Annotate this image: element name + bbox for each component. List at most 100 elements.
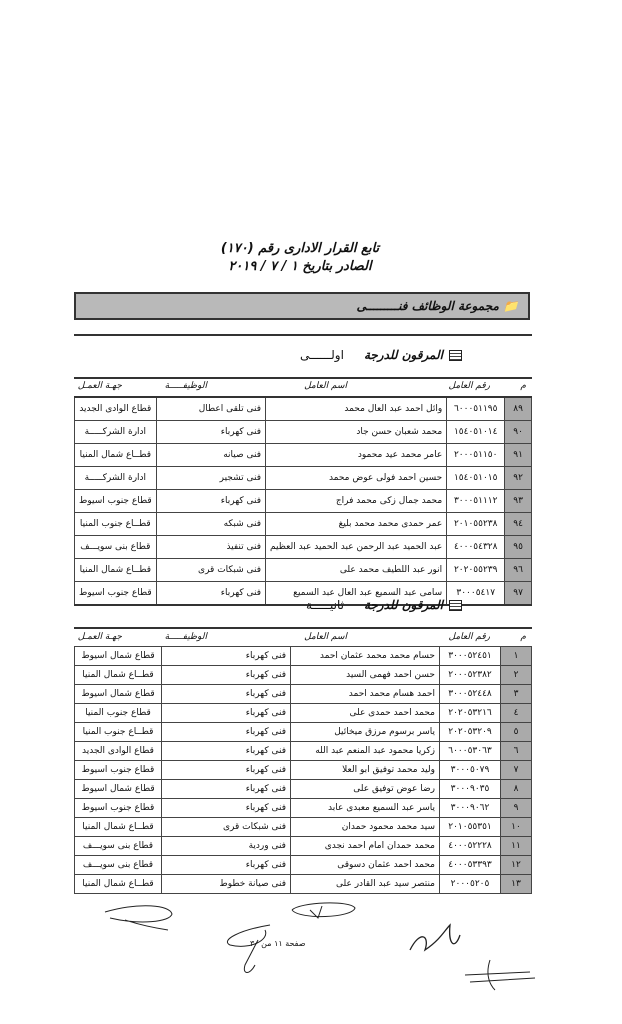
employee-number: ٢٠٠٠٥٢٠٥ [439,874,501,894]
col-dept: جهـة العمـل [77,381,122,391]
table-row: ٩٤ ٢٠١٠٥٥٢٣٨ عمر حمدى محمد محمد بليغ فنى شب… [74,512,532,536]
col-job: الوظيفـــــة [164,381,207,391]
work-location: قطاع جنوب اسيوط [74,581,157,606]
employee-name: عمر حمدى محمد محمد بليغ [265,512,448,536]
table-row: ٤ ٢٠٢٠٥٣٢١٦ محمد احمد حمدى على فنى كهرباء قط… [74,703,532,723]
row-number: ٢ [500,665,532,685]
employee-number: ٢٠٢٠٥٣٢٠٩ [439,722,501,742]
work-location: قطــاع شمال المنيا [74,558,157,582]
table-row: ٩٧ ٣٠٠٠٥٤١٧ سامى عبد السميع عبد العال عبد … [74,581,532,606]
table-row: ٩ ٣٠٠٠٩٠٦٢ ياسر عبد السميع معبدى عابد فنى ك… [74,798,532,818]
employee-name: وائل احمد عبد العال محمد [265,396,448,421]
table-row: ٩١ ٢٠٠٠٥١١٥٠ عامر محمد عيد محمود فنى صيانه ق… [74,443,532,467]
table-row: ١ ٣٠٠٠٥٢٤٥١ حسام محمد محمد عثمان احمد فنى ك… [74,646,532,666]
row-number: ٩ [500,798,532,818]
section-heading-1: المرقون للدرجة اولــــــى [300,348,462,362]
table-row: ١٣ ٢٠٠٠٥٢٠٥ منتصر سيد عبد القادر على فنى صي… [74,874,532,894]
row-number: ٩٢ [504,466,532,490]
row-number: ٩٠ [504,420,532,444]
row-number: ١٣ [500,874,532,894]
table-row: ٦ ٦٠٠٠٥٣٠٦٣ زكريا محمود عبد المنعم عبد الل… [74,741,532,761]
employee-name: منتصر سيد عبد القادر على [290,874,440,894]
section-grade: اولــــــى [300,348,344,362]
row-number: ٩١ [504,443,532,467]
work-location: قطاع شمال اسيوط [74,684,162,704]
document-title: تابع القرار الادارى رقم (١٧٠) الصادر بتا… [200,240,400,276]
divider [74,377,532,379]
employee-number: ١٥٤٠٥١٠١٤ [446,420,506,444]
divider [74,334,532,336]
table-row: ٩٢ ١٥٤٠٥١٠١٥ حسين احمد فولى عوض محمد فنى تش… [74,466,532,490]
row-number: ٥ [500,722,532,742]
section-heading-2: المرقون للدرجة ثانيـــــة [306,598,462,612]
row-number: ١ [500,646,532,666]
title-line-1: تابع القرار الادارى رقم (١٧٠) [220,241,380,256]
work-location: قطاع بنى سويـــف [74,535,157,559]
promotions-table-2: ١ ٣٠٠٠٥٢٤٥١ حسام محمد محمد عثمان احمد فنى ك… [74,646,532,894]
employee-name: محمد شعبان حسن جاد [265,420,448,444]
section-title: المرقون للدرجة [363,348,443,362]
table-row: ١١ ٤٠٠٠٥٢٢٢٨ محمد حمدان امام احمد نجدى فنى … [74,836,532,856]
col-m: م [520,632,526,642]
table-row: ٨٩ ٦٠٠٠٥١١٩٥ وائل احمد عبد العال محمد فنى ت… [74,396,532,421]
row-number: ٩٤ [504,512,532,536]
list-icon [449,349,462,361]
employee-name: انور عبد اللطيف محمد على [265,558,448,582]
section-title: المرقون للدرجة [363,598,443,612]
row-number: ٩٦ [504,558,532,582]
row-number: ١٢ [500,855,532,875]
employee-name: سامى عبد السميع عبد العال عبد السميع [265,581,448,606]
employee-name: عامر محمد عيد محمود [265,443,448,467]
table-row: ٩٦ ٢٠٢٠٥٥٢٣٩ انور عبد اللطيف محمد على فنى ش… [74,558,532,582]
employee-number: ٤٠٠٠٥٣٣٩٣ [439,855,501,875]
job-title: فنى تلقى اعطال [155,396,267,421]
table-row: ٥ ٢٠٢٠٥٣٢٠٩ ياسر برسوم مرزق ميخائيل فنى كهر… [74,722,532,742]
promotions-table-1: ٨٩ ٦٠٠٠٥١١٩٥ وائل احمد عبد العال محمد فنى ت… [74,396,532,606]
row-number: ٩٧ [504,581,532,606]
employee-number: ٢٠١٠٥٥٢٣٨ [446,512,506,536]
employee-number: ٢٠٢٠٥٥٢٣٩ [446,558,506,582]
job-title: فنى صيانه [155,443,267,467]
job-title: فنى تنفيذ [155,535,267,559]
signature-2 [291,902,356,919]
signature-4 [409,923,461,952]
signature-3 [227,924,271,973]
work-location: ادارة الشركـــــة [74,420,157,444]
section-grade: ثانيـــــة [305,598,344,612]
col-name: اسم العامل [304,381,347,391]
job-title: فنى كهرباء [155,581,267,606]
job-title: فنى صيانة خطوط [161,874,291,894]
table-header-1: م رقم العامل اسم العامل الوظيفـــــة جهـ… [74,381,532,395]
employee-name: عبد الحميد عبد الرحمن عبد الحميد عبد الع… [265,535,448,559]
group-label: 📁 مجموعة الوظائف فنـــــــــى [356,299,518,313]
table-row: ٩٥ ٤٠٠٠٥٤٣٢٨ عبد الحميد عبد الرحمن عبد الح… [74,535,532,559]
row-number: ٩٥ [504,535,532,559]
divider [74,627,532,629]
table-row: ٧ ٣٠٠٠٥٠٧٩ وليد محمد توفيق ابو العلا فنى كه… [74,760,532,780]
row-number: ١١ [500,836,532,856]
signature-5 [464,959,536,991]
col-m: م [520,381,526,391]
row-number: ١٠ [500,817,532,837]
group-band: 📁 مجموعة الوظائف فنـــــــــى [74,292,530,320]
title-line-2: الصادر بتاريخ ١ / ٧ / ٢٠١٩ [228,259,372,274]
signature-1 [104,905,173,931]
work-location: قطــاع شمال المنيا [74,874,162,894]
job-title: فنى تشجير [155,466,267,490]
table-row: ١٢ ٤٠٠٠٥٣٣٩٣ محمد احمد عثمان دسوقى فنى كهرب… [74,855,532,875]
table-header-2: م رقم العامل اسم العامل الوظيفـــــة جهـ… [74,632,532,646]
col-number: رقم العامل [448,632,490,642]
employee-number: ٦٠٠٠٥١١٩٥ [446,396,506,421]
col-job: الوظيفـــــة [164,632,207,642]
table-row: ١٠ ٢٠١٠٥٥٣٥١ سيد محمد محمود حمدان فنى شبكات… [74,817,532,837]
col-name: اسم العامل [304,632,347,642]
job-title: فنى شبكات قرى [155,558,267,582]
col-dept: جهـة العمـل [77,632,122,642]
page-number: صفحة ١١ من ٣٠ [250,939,306,948]
work-location: ادارة الشركـــــة [74,466,157,490]
table-row: ٢ ٢٠٠٠٥٢٣٨٢ حسن احمد فهمى السيد فنى كهرباء ق… [74,665,532,685]
row-number: ٤ [500,703,532,723]
row-number: ٧ [500,760,532,780]
row-number: ٨٩ [504,396,532,421]
